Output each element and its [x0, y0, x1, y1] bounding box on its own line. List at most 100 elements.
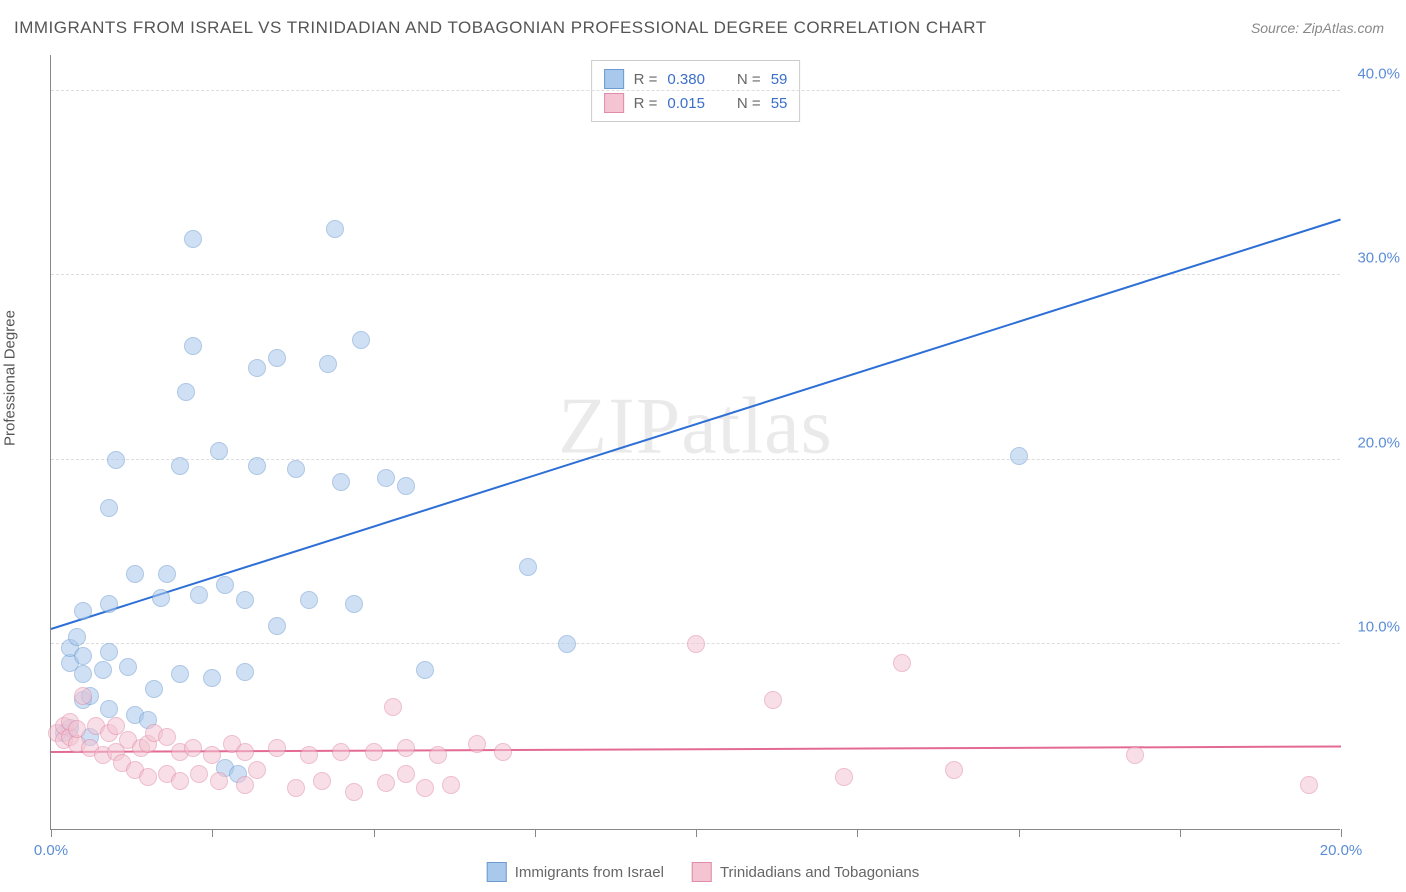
r-label: R =	[634, 71, 658, 88]
data-point	[494, 743, 512, 761]
data-point	[268, 617, 286, 635]
legend-swatch	[487, 862, 507, 882]
gridline	[51, 90, 1340, 91]
data-point	[945, 761, 963, 779]
data-point	[100, 499, 118, 517]
legend-label: Immigrants from Israel	[515, 864, 664, 881]
data-point	[184, 230, 202, 248]
data-point	[158, 565, 176, 583]
data-point	[319, 355, 337, 373]
data-point	[248, 359, 266, 377]
data-point	[345, 783, 363, 801]
source-attribution: Source: ZipAtlas.com	[1251, 20, 1384, 36]
data-point	[236, 743, 254, 761]
data-point	[332, 743, 350, 761]
x-tick	[696, 829, 697, 837]
data-point	[100, 700, 118, 718]
data-point	[326, 220, 344, 238]
data-point	[100, 595, 118, 613]
data-point	[177, 383, 195, 401]
data-point	[74, 665, 92, 683]
data-point	[416, 779, 434, 797]
legend-label: Trinidadians and Tobagonians	[720, 864, 919, 881]
data-point	[332, 473, 350, 491]
data-point	[210, 442, 228, 460]
data-point	[190, 765, 208, 783]
data-point	[190, 586, 208, 604]
data-point	[236, 663, 254, 681]
data-point	[468, 735, 486, 753]
n-value: 59	[771, 71, 788, 88]
data-point	[152, 589, 170, 607]
data-point	[184, 739, 202, 757]
data-point	[835, 768, 853, 786]
data-point	[74, 647, 92, 665]
data-point	[268, 349, 286, 367]
r-value: 0.380	[667, 71, 705, 88]
gridline	[51, 459, 1340, 460]
data-point	[107, 717, 125, 735]
data-point	[236, 591, 254, 609]
data-point	[365, 743, 383, 761]
data-point	[139, 768, 157, 786]
chart-title: IMMIGRANTS FROM ISRAEL VS TRINIDADIAN AN…	[14, 18, 987, 38]
legend-item: Trinidadians and Tobagonians	[692, 862, 919, 882]
data-point	[377, 469, 395, 487]
y-axis-label: Professional Degree	[2, 310, 19, 446]
y-tick-label: 40.0%	[1357, 65, 1400, 82]
legend-series: Immigrants from Israel Trinidadians and T…	[487, 862, 920, 882]
n-label: N =	[737, 71, 761, 88]
data-point	[1010, 447, 1028, 465]
trend-line	[51, 218, 1342, 630]
chart-plot-area: ZIPatlas R =0.380N =59R =0.015N =55 10.0…	[50, 55, 1340, 830]
data-point	[94, 661, 112, 679]
data-point	[119, 658, 137, 676]
data-point	[210, 772, 228, 790]
data-point	[100, 643, 118, 661]
data-point	[1126, 746, 1144, 764]
data-point	[248, 457, 266, 475]
data-point	[171, 665, 189, 683]
x-tick	[1180, 829, 1181, 837]
data-point	[171, 457, 189, 475]
legend-stats: R = 0.380 N = 59 R =0.015N =55	[591, 60, 801, 122]
x-tick	[212, 829, 213, 837]
data-point	[345, 595, 363, 613]
legend-item: Immigrants from Israel	[487, 862, 664, 882]
data-point	[248, 761, 266, 779]
n-value: 55	[771, 95, 788, 112]
y-tick-label: 20.0%	[1357, 434, 1400, 451]
x-tick	[1341, 829, 1342, 837]
data-point	[384, 698, 402, 716]
x-tick	[51, 829, 52, 837]
legend-swatch	[604, 69, 624, 89]
x-tick-label: 0.0%	[34, 842, 68, 859]
data-point	[184, 337, 202, 355]
data-point	[519, 558, 537, 576]
data-point	[68, 628, 86, 646]
data-point	[416, 661, 434, 679]
data-point	[397, 477, 415, 495]
data-point	[268, 739, 286, 757]
r-label: R =	[634, 95, 658, 112]
data-point	[68, 720, 86, 738]
data-point	[893, 654, 911, 672]
data-point	[300, 591, 318, 609]
legend-swatch	[604, 93, 624, 113]
data-point	[397, 739, 415, 757]
data-point	[764, 691, 782, 709]
x-tick	[1019, 829, 1020, 837]
legend-stat-row: R = 0.380 N = 59	[604, 67, 788, 91]
x-tick	[535, 829, 536, 837]
data-point	[558, 635, 576, 653]
data-point	[107, 451, 125, 469]
data-point	[287, 460, 305, 478]
data-point	[236, 776, 254, 794]
data-point	[377, 774, 395, 792]
gridline	[51, 274, 1340, 275]
data-point	[158, 728, 176, 746]
data-point	[74, 687, 92, 705]
data-point	[126, 565, 144, 583]
data-point	[300, 746, 318, 764]
legend-stat-row: R =0.015N =55	[604, 91, 788, 115]
